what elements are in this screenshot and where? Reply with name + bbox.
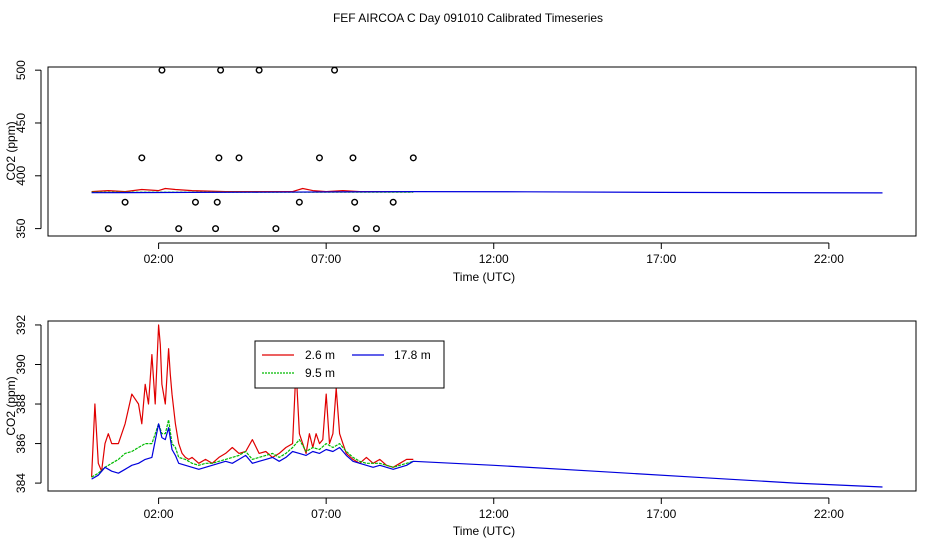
bottom-x-tick-label: 12:00 <box>479 507 509 521</box>
top-plot-frame <box>47 66 917 237</box>
top-data-point <box>255 66 263 74</box>
top-data-point <box>235 154 243 162</box>
top-data-point <box>191 198 199 206</box>
bottom-x-tick-label: 02:00 <box>144 507 174 521</box>
top-data-point <box>121 198 129 206</box>
legend-label-17-8m: 17.8 m <box>394 348 431 362</box>
bottom-y-tick-label: 386 <box>14 433 28 453</box>
top-y-tick-label: 400 <box>14 165 28 185</box>
top-x-tick-label: 22:00 <box>814 252 844 266</box>
bottom-y-axis: 384 386 388 390 392 <box>14 315 42 493</box>
bottom-plot-frame <box>47 320 917 492</box>
top-x-tick-label: 02:00 <box>144 252 174 266</box>
top-data-point <box>272 225 280 233</box>
top-data-point <box>351 198 359 206</box>
top-y-tick-label: 450 <box>14 113 28 133</box>
top-x-axis: 02:00 07:00 12:00 17:00 22:00 <box>144 242 844 266</box>
top-data-point <box>315 154 323 162</box>
bottom-y-tick-label: 384 <box>14 473 28 493</box>
top-data-point <box>175 225 183 233</box>
top-y-tick-label: 350 <box>14 218 28 238</box>
bottom-panel: 02:00 07:00 12:00 17:00 22:00 384 386 388 390 39… <box>4 315 917 538</box>
bottom-x-label: Time (UTC) <box>453 524 515 538</box>
top-data-point <box>212 225 220 233</box>
top-data-point <box>352 225 360 233</box>
legend: 2.6 m 17.8 m 9.5 m <box>254 340 445 389</box>
top-data-point <box>331 66 339 74</box>
top-data-point <box>372 225 380 233</box>
top-data-point <box>389 198 397 206</box>
bottom-y-tick-label: 390 <box>14 354 28 374</box>
top-data-point <box>295 198 303 206</box>
bottom-x-tick-label: 07:00 <box>311 507 341 521</box>
bottom-series-17-8-m <box>91 423 883 488</box>
top-data-point <box>213 198 221 206</box>
top-x-label: Time (UTC) <box>453 270 515 284</box>
top-y-label: CO2 (ppm) <box>4 121 18 180</box>
top-series-lines <box>91 187 883 194</box>
top-x-tick-label: 07:00 <box>311 252 341 266</box>
bottom-series-lines <box>91 324 883 488</box>
top-x-tick-label: 17:00 <box>646 252 676 266</box>
top-series-2-6-m <box>91 187 414 193</box>
legend-label-2-6m: 2.6 m <box>305 348 335 362</box>
top-x-tick-label: 12:00 <box>479 252 509 266</box>
bottom-x-axis: 02:00 07:00 12:00 17:00 22:00 <box>144 497 844 521</box>
legend-label-9-5m: 9.5 m <box>305 366 335 380</box>
top-panel: 02:00 07:00 12:00 17:00 22:00 350 400 450 500 T… <box>4 60 917 284</box>
top-series-17-8-m <box>91 191 883 194</box>
top-data-point <box>138 154 146 162</box>
top-data-point <box>215 154 223 162</box>
top-points <box>104 66 417 233</box>
top-data-point <box>349 154 357 162</box>
top-data-point <box>217 66 225 74</box>
chart-title: FEF AIRCOA C Day 091010 Calibrated Times… <box>333 11 603 25</box>
bottom-y-label: CO2 (ppm) <box>4 376 18 435</box>
bottom-series-2-6-m <box>91 324 414 478</box>
top-data-point <box>158 66 166 74</box>
bottom-y-tick-label: 392 <box>14 315 28 335</box>
top-y-tick-label: 500 <box>14 60 28 80</box>
bottom-x-tick-label: 17:00 <box>646 507 676 521</box>
top-y-axis: 350 400 450 500 <box>14 60 42 239</box>
legend-box <box>254 340 445 389</box>
bottom-y-tick-label: 388 <box>14 394 28 414</box>
top-data-point <box>104 225 112 233</box>
top-data-point <box>409 154 417 162</box>
bottom-series-9-5-m <box>91 419 414 478</box>
bottom-x-tick-label: 22:00 <box>814 507 844 521</box>
